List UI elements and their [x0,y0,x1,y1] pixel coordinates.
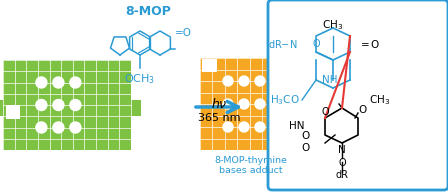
Circle shape [53,77,64,88]
Text: $=$O: $=$O [358,38,380,50]
Circle shape [53,100,64,111]
Circle shape [53,122,64,133]
Bar [202,59,217,72]
Text: CH$_3$: CH$_3$ [369,93,390,107]
Circle shape [255,76,265,86]
Text: dR: dR [336,170,349,180]
Text: dR$-$N: dR$-$N [268,38,298,50]
Text: O: O [301,131,309,141]
Text: O: O [301,143,309,153]
Bar [0,100,3,116]
Text: 8-MOP: 8-MOP [125,5,171,18]
Text: O: O [312,39,320,49]
Bar [131,100,141,116]
Text: O: O [321,107,329,117]
Circle shape [239,122,249,132]
Circle shape [223,122,233,132]
Circle shape [36,100,47,111]
Text: $h\nu$: $h\nu$ [211,97,227,111]
Bar [312,98,322,115]
Circle shape [70,122,81,133]
Bar [200,58,312,150]
Circle shape [70,100,81,111]
Circle shape [239,76,249,86]
Text: O: O [338,158,346,168]
Text: 365 nm: 365 nm [198,113,240,123]
FancyBboxPatch shape [268,0,448,190]
Bar [6,105,20,119]
Text: =O: =O [175,28,192,38]
Text: CH$_3$: CH$_3$ [323,18,344,32]
Circle shape [223,99,233,109]
Text: OCH$_3$: OCH$_3$ [125,72,155,86]
Bar [3,60,131,150]
Circle shape [255,99,265,109]
Text: H$_3$CO: H$_3$CO [270,93,300,107]
Circle shape [36,77,47,88]
Text: NH: NH [322,75,338,85]
Circle shape [70,77,81,88]
Text: N: N [338,145,346,155]
Text: O: O [358,105,366,115]
Text: 8-MOP-thymine
bases adduct: 8-MOP-thymine bases adduct [214,156,287,175]
Circle shape [255,122,265,132]
Text: HN: HN [289,121,305,131]
Circle shape [223,76,233,86]
Bar [18,140,116,150]
Circle shape [36,122,47,133]
Circle shape [239,99,249,109]
